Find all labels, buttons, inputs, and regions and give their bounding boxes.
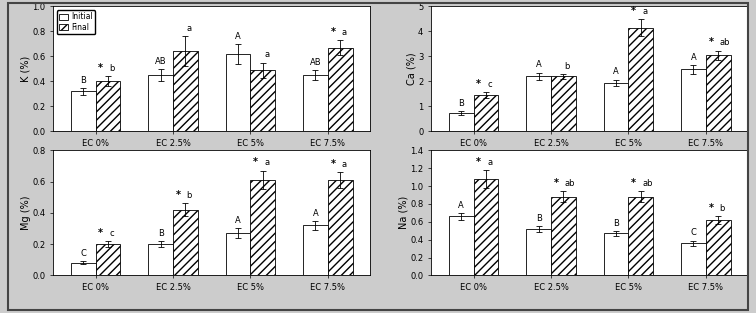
Text: A: A	[458, 201, 464, 210]
Text: c: c	[110, 229, 114, 238]
Bar	[95, 81, 120, 131]
Text: A: A	[235, 32, 241, 41]
Bar	[628, 28, 653, 131]
Text: *: *	[631, 6, 636, 16]
Text: *: *	[476, 79, 482, 89]
Y-axis label: K (%): K (%)	[20, 56, 31, 82]
Text: *: *	[330, 27, 336, 37]
Bar	[603, 83, 628, 131]
Bar	[148, 75, 173, 131]
Bar	[173, 51, 198, 131]
Bar	[628, 197, 653, 275]
Bar	[449, 216, 473, 275]
Text: B: B	[613, 218, 619, 228]
Bar	[473, 95, 498, 131]
Bar	[449, 113, 473, 131]
Text: a: a	[642, 7, 647, 16]
Bar	[681, 243, 706, 275]
Y-axis label: Na (%): Na (%)	[398, 196, 409, 229]
Bar	[250, 180, 275, 275]
Text: *: *	[98, 63, 104, 73]
Text: A: A	[312, 208, 318, 218]
Text: a: a	[488, 158, 492, 167]
Text: a: a	[264, 158, 269, 167]
Bar	[551, 197, 576, 275]
Text: C: C	[80, 249, 86, 258]
Text: ab: ab	[642, 179, 652, 188]
Bar	[681, 69, 706, 131]
Text: B: B	[458, 99, 464, 108]
Text: *: *	[708, 38, 714, 48]
Text: A: A	[235, 216, 241, 225]
Bar	[473, 179, 498, 275]
Text: b: b	[110, 64, 115, 73]
Bar	[303, 75, 328, 131]
Text: C: C	[690, 228, 696, 238]
Legend: Initial, Final: Initial, Final	[57, 10, 95, 34]
Bar	[71, 91, 95, 131]
Text: *: *	[175, 190, 181, 200]
Bar	[328, 180, 352, 275]
Bar	[706, 220, 730, 275]
Bar	[303, 225, 328, 275]
Text: b: b	[187, 191, 192, 200]
Bar	[148, 244, 173, 275]
Text: a: a	[342, 28, 347, 37]
Text: *: *	[476, 157, 482, 167]
Bar	[526, 229, 551, 275]
Text: *: *	[253, 157, 258, 167]
Bar	[526, 76, 551, 131]
Y-axis label: Ca (%): Ca (%)	[407, 53, 417, 85]
Text: *: *	[330, 159, 336, 169]
Text: *: *	[98, 228, 104, 238]
Text: AB: AB	[310, 58, 321, 67]
Text: a: a	[342, 160, 347, 169]
Text: ab: ab	[565, 179, 575, 188]
Bar	[706, 55, 730, 131]
Text: AB: AB	[155, 57, 166, 66]
Bar	[603, 233, 628, 275]
Text: B: B	[80, 75, 86, 85]
Text: A: A	[536, 60, 541, 69]
Text: A: A	[613, 68, 619, 76]
Bar	[551, 76, 576, 131]
Bar	[250, 70, 275, 131]
Y-axis label: Mg (%): Mg (%)	[20, 196, 31, 230]
Text: *: *	[708, 203, 714, 213]
Text: b: b	[720, 204, 725, 213]
Bar	[225, 233, 250, 275]
Text: a: a	[264, 50, 269, 59]
Text: *: *	[553, 178, 559, 188]
Bar	[95, 244, 120, 275]
Bar	[71, 263, 95, 275]
Text: a: a	[187, 24, 192, 33]
Bar	[225, 54, 250, 131]
Text: b: b	[565, 62, 570, 71]
Text: A: A	[690, 53, 696, 62]
Bar	[328, 48, 352, 131]
Text: B: B	[536, 214, 541, 223]
Bar	[173, 210, 198, 275]
Text: *: *	[631, 178, 636, 188]
Text: ab: ab	[720, 38, 730, 48]
Text: B: B	[158, 229, 163, 238]
Text: c: c	[488, 80, 492, 89]
